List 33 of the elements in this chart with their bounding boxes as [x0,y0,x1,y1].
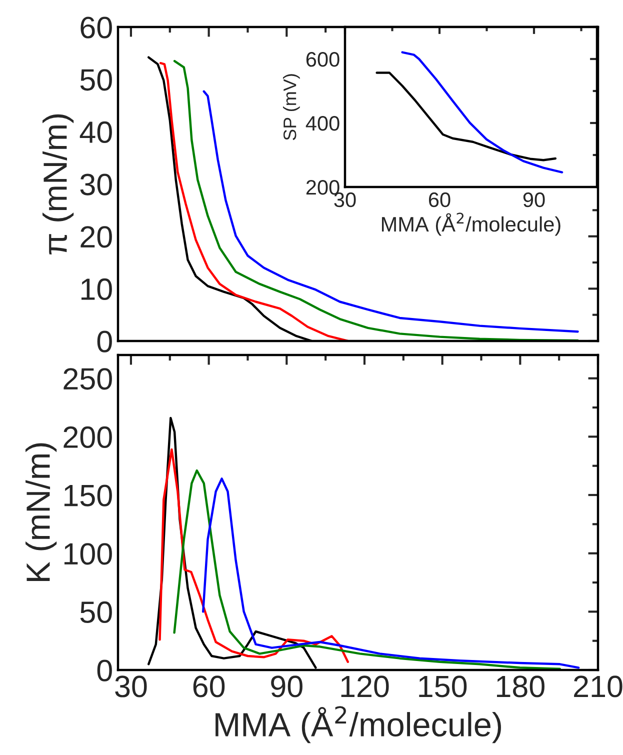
y-axis-title: SP (mV) [282,74,300,140]
x-tick-label: 90 [523,192,545,208]
y-tick-label: 20 [80,226,112,248]
y-tick-label: 50 [80,69,112,91]
y-tick-label: 50 [80,601,112,624]
x-axis-title: MMA (Å$^{2}$/molecule) [382,212,560,236]
y-tick-label: 400 [306,116,340,131]
y-tick-label: 0 [97,660,112,682]
y-tick-label: 10 [81,278,112,300]
y-tick-label: 150 [64,484,112,506]
y-tick-label: 0 [97,330,112,352]
x-tick-label: 30 [115,676,147,698]
x-tick-label: 150 [419,676,467,698]
y-tick-label: 100 [64,543,112,565]
line-series [401,51,564,174]
y-tick-label: 60 [80,16,112,38]
x-tick-label: 90 [271,676,302,698]
line-series [376,72,557,162]
x-axis-title: MMA (Å$^{2}$/molecule) [216,706,501,744]
y-tick-label: 600 [306,52,340,67]
y-axis-title: K (mN/m) [26,443,57,582]
x-tick-label: 60 [193,676,225,698]
y-axis-title: π (mN/m) [42,114,74,254]
line-series [173,469,561,670]
y-tick-label: 250 [64,368,112,390]
line-series [202,478,580,669]
line-series [158,448,349,663]
x-tick-label: 60 [428,192,450,208]
y-tick-label: 40 [80,121,112,144]
x-tick-label: 120 [341,676,389,698]
y-tick-label: 200 [64,426,112,448]
x-tick-label: 210 [574,676,622,698]
x-tick-label: 180 [497,676,544,698]
